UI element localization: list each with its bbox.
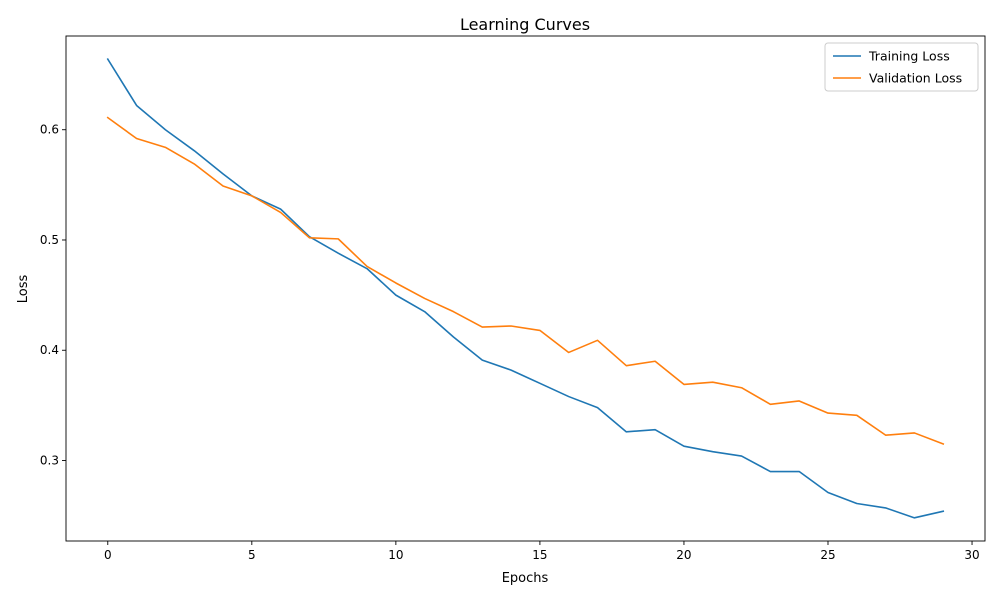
legend-label-training-loss: Training Loss [868, 49, 950, 64]
x-tick-label: 15 [532, 548, 547, 562]
axes-frame [65, 35, 986, 542]
y-tick-label: 0.6 [40, 123, 59, 137]
chart-title: Learning Curves [460, 15, 590, 34]
x-tick-label: 30 [964, 548, 979, 562]
plot-area: 0 5 10 15 20 25 30 0.3 0.4 0.5 0.6 [40, 35, 986, 562]
x-tick-label: 20 [676, 548, 691, 562]
series-line-validation-loss [106, 116, 945, 446]
x-tick-label: 10 [388, 548, 403, 562]
legend-label-validation-loss: Validation Loss [869, 71, 962, 86]
x-tick-label: 25 [820, 548, 835, 562]
y-tick-label: 0.5 [40, 233, 59, 247]
y-tick-label: 0.4 [40, 343, 59, 357]
y-axis-label: Loss [16, 275, 31, 304]
x-axis-label: Epochs [502, 571, 549, 586]
y-tick-label: 0.3 [40, 454, 59, 468]
legend: Training Loss Validation Loss [824, 42, 979, 92]
x-tick-label: 5 [248, 548, 256, 562]
series-line-training-loss [106, 58, 945, 519]
x-tick-label: 0 [104, 548, 112, 562]
legend-box [824, 42, 979, 92]
